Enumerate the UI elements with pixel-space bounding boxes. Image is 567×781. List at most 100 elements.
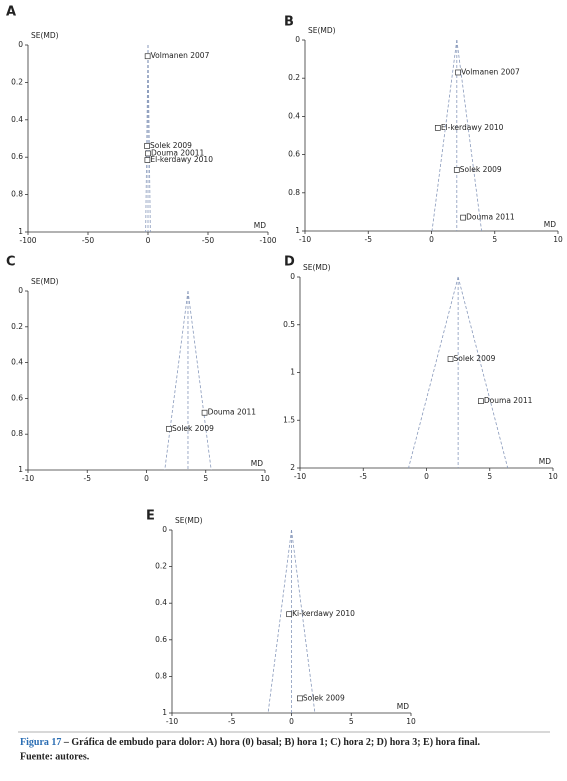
x-tick-label: -100	[19, 236, 36, 245]
x-tick-label: -100	[259, 236, 276, 245]
funnel-left	[267, 529, 292, 714]
y-tick-label: 0	[295, 35, 300, 44]
funnel-left	[164, 290, 189, 471]
y-tick-label: 1	[162, 708, 167, 717]
x-tick-label: -10	[299, 235, 311, 244]
study-point	[455, 69, 461, 76]
x-tick-label: 5	[349, 717, 354, 726]
study-point	[447, 356, 454, 362]
x-axis-label: MD	[397, 702, 409, 711]
y-tick-label: 0.6	[11, 152, 23, 161]
x-tick-label: 0	[289, 717, 294, 726]
study-label: Solek 2009	[172, 424, 214, 433]
study-label: El-kerdawy 2010	[441, 123, 504, 132]
panel-letter: C	[6, 255, 16, 270]
study-point	[297, 695, 303, 702]
x-tick-label: -5	[365, 235, 373, 244]
y-tick-label: 0.2	[11, 322, 23, 331]
caption-label: Figura 17	[20, 737, 61, 748]
y-tick-label: 0.2	[288, 73, 300, 82]
study-label: Douma 20011	[151, 148, 204, 157]
x-tick-label: 0	[424, 472, 429, 481]
y-tick-label: 0.8	[11, 429, 23, 438]
x-tick-label: 10	[553, 235, 563, 244]
funnel-left	[431, 39, 458, 232]
y-tick-label: 0.2	[155, 562, 167, 571]
y-tick-label: 0.4	[11, 115, 23, 124]
study-label: Solek 2009	[303, 693, 345, 702]
y-tick-label: 0	[18, 40, 23, 49]
funnel-right	[147, 44, 151, 233]
x-axis-label: MD	[251, 459, 263, 468]
y-tick-label: 0	[18, 286, 23, 295]
study-label: Solek 2009	[454, 354, 496, 363]
x-tick-label: -5	[360, 472, 368, 481]
study-point	[144, 143, 150, 149]
y-tick-label: 1	[18, 465, 23, 474]
y-tick-label: 0.8	[11, 190, 23, 199]
funnel-left	[408, 276, 459, 469]
x-tick-label: -10	[294, 472, 306, 481]
y-tick-label: 0.6	[155, 635, 167, 644]
study-label: Solek 2009	[460, 165, 502, 174]
x-axis-label: MD	[254, 221, 266, 230]
study-point	[144, 157, 151, 163]
x-tick-label: 5	[487, 472, 492, 481]
x-tick-label: 10	[260, 474, 270, 483]
study-label: Douma 2011	[466, 213, 515, 222]
y-tick-label: 0.5	[283, 320, 295, 329]
study-point	[478, 398, 484, 404]
panel-letter: E	[146, 509, 155, 524]
panel-letter: D	[284, 255, 295, 270]
y-tick-label: 1	[290, 368, 295, 377]
y-tick-label: 2	[290, 463, 295, 472]
x-tick-label: -10	[166, 717, 178, 726]
study-point	[166, 425, 172, 432]
y-axis-label: SE(MD)	[175, 516, 203, 525]
funnel-right	[187, 290, 212, 471]
x-tick-label: -50	[82, 236, 94, 245]
x-tick-label: 10	[548, 472, 558, 481]
funnel-right	[291, 529, 316, 714]
y-axis-label: SE(MD)	[31, 31, 59, 40]
study-label: Solek 2009	[150, 141, 192, 150]
study-point	[145, 150, 151, 157]
y-tick-label: 0.8	[155, 671, 167, 680]
y-tick-label: 1	[295, 226, 300, 235]
study-label: Volmanen 2007	[461, 67, 520, 76]
y-tick-label: 1.5	[283, 415, 295, 424]
x-tick-label: -5	[228, 717, 236, 726]
y-axis-label: SE(MD)	[308, 26, 336, 35]
y-tick-label: 0.4	[11, 358, 23, 367]
x-axis-label: MD	[544, 220, 556, 229]
x-tick-label: 0	[429, 235, 434, 244]
study-label: Douma 2011	[484, 396, 533, 405]
study-label: Volmanen 2007	[151, 51, 210, 60]
y-tick-label: 0	[162, 525, 167, 534]
caption-text: – Gráfica de embudo para dolor: A) hora …	[63, 737, 481, 748]
y-tick-label: 0.8	[288, 188, 300, 197]
y-tick-label: 0.2	[11, 77, 23, 86]
y-tick-label: 0.4	[288, 111, 300, 120]
x-axis-label: MD	[539, 457, 551, 466]
x-tick-label: -5	[84, 474, 92, 483]
funnel-left	[145, 44, 149, 233]
x-tick-label: -50	[202, 236, 214, 245]
y-axis-label: SE(MD)	[31, 277, 59, 286]
y-tick-label: 0.6	[11, 393, 23, 402]
y-tick-label: 1	[18, 227, 23, 236]
x-tick-label: 5	[492, 235, 497, 244]
caption: Figura 17 – Gráfica de embudo para dolor…	[20, 737, 480, 748]
study-point	[434, 125, 441, 131]
panel-letter: B	[284, 15, 294, 30]
study-point	[201, 409, 208, 416]
x-tick-label: 10	[406, 717, 416, 726]
funnel-right	[457, 276, 509, 469]
y-axis-label: SE(MD)	[303, 263, 331, 272]
y-tick-label: 0.6	[288, 150, 300, 159]
x-tick-label: 0	[144, 474, 149, 483]
panel-letter: A	[6, 5, 16, 20]
caption-source: Fuente: autores.	[20, 751, 90, 762]
